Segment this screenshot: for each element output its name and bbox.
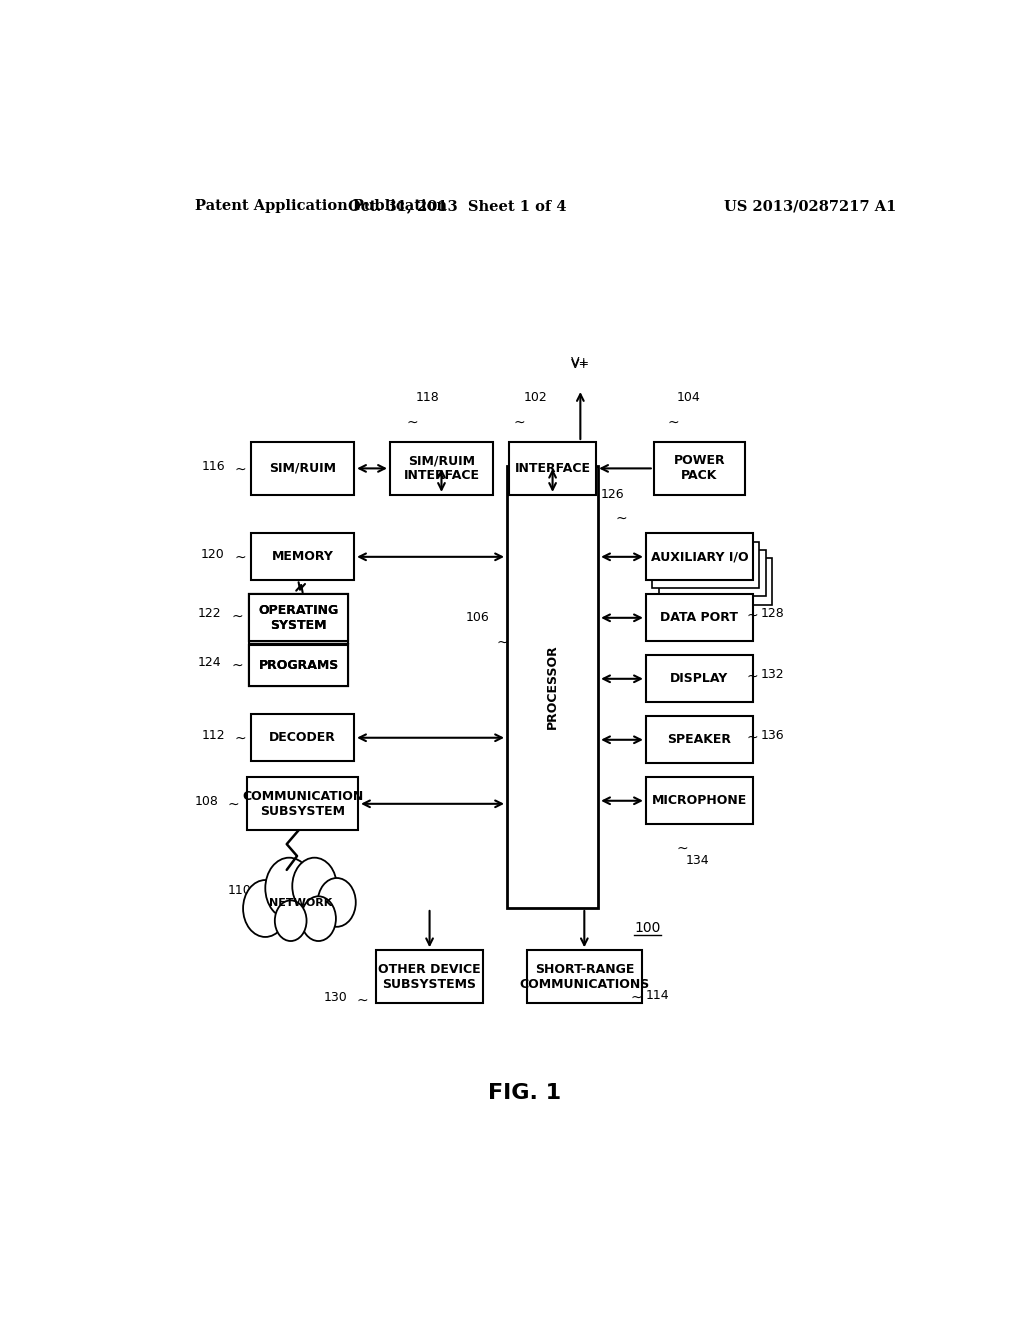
Circle shape <box>301 896 336 941</box>
Text: US 2013/0287217 A1: US 2013/0287217 A1 <box>724 199 897 213</box>
Text: ~: ~ <box>615 512 627 527</box>
Circle shape <box>274 900 306 941</box>
Text: ~: ~ <box>497 636 508 651</box>
FancyBboxPatch shape <box>646 594 753 642</box>
FancyBboxPatch shape <box>251 714 354 762</box>
FancyBboxPatch shape <box>247 777 358 830</box>
Text: SIM/RUIM
INTERFACE: SIM/RUIM INTERFACE <box>403 454 479 482</box>
Text: 100: 100 <box>634 921 660 935</box>
Text: 128: 128 <box>761 607 784 620</box>
Text: Patent Application Publication: Patent Application Publication <box>196 199 447 213</box>
FancyBboxPatch shape <box>509 442 596 495</box>
Text: SIM/RUIM: SIM/RUIM <box>269 462 336 475</box>
Text: POWER
PACK: POWER PACK <box>674 454 725 482</box>
FancyBboxPatch shape <box>251 533 354 581</box>
Text: ~: ~ <box>668 416 679 429</box>
Circle shape <box>301 896 336 941</box>
Text: ~: ~ <box>228 797 240 812</box>
FancyBboxPatch shape <box>526 950 642 1003</box>
Circle shape <box>292 858 337 915</box>
FancyBboxPatch shape <box>249 594 348 686</box>
Circle shape <box>243 880 288 937</box>
Text: 116: 116 <box>201 459 225 473</box>
FancyBboxPatch shape <box>665 558 772 605</box>
Circle shape <box>265 858 313 919</box>
FancyBboxPatch shape <box>249 645 348 686</box>
FancyBboxPatch shape <box>646 717 753 763</box>
Text: FIG. 1: FIG. 1 <box>488 1084 561 1104</box>
FancyBboxPatch shape <box>390 442 494 495</box>
Text: COMMUNICATION
SUBSYSTEM: COMMUNICATION SUBSYSTEM <box>242 789 364 818</box>
Circle shape <box>274 900 306 941</box>
Text: ~: ~ <box>746 731 758 744</box>
Text: 106: 106 <box>466 611 489 624</box>
Text: ~: ~ <box>234 550 246 565</box>
Text: SPEAKER: SPEAKER <box>668 734 731 746</box>
FancyBboxPatch shape <box>646 656 753 702</box>
FancyBboxPatch shape <box>249 594 348 642</box>
Text: MEMORY: MEMORY <box>271 550 334 564</box>
Text: OPERATING
SYSTEM: OPERATING SYSTEM <box>258 603 339 632</box>
Text: 102: 102 <box>523 391 547 404</box>
Text: ~: ~ <box>746 609 758 623</box>
Text: V+: V+ <box>570 356 590 368</box>
Text: DATA PORT: DATA PORT <box>660 611 738 624</box>
Text: 120: 120 <box>201 548 225 561</box>
Text: ~: ~ <box>234 731 246 746</box>
Text: ~: ~ <box>234 462 246 477</box>
Text: ~: ~ <box>676 841 688 855</box>
Text: 118: 118 <box>416 391 440 404</box>
Circle shape <box>292 858 337 915</box>
Text: MICROPHONE: MICROPHONE <box>651 795 748 808</box>
Text: SHORT-RANGE
COMMUNICATIONS: SHORT-RANGE COMMUNICATIONS <box>519 962 649 990</box>
Text: ~: ~ <box>631 991 642 1005</box>
Text: 130: 130 <box>324 991 347 1005</box>
Text: 114: 114 <box>645 990 669 1002</box>
Circle shape <box>317 878 355 927</box>
FancyBboxPatch shape <box>652 541 760 589</box>
Text: 104: 104 <box>677 391 700 404</box>
Circle shape <box>265 858 313 919</box>
Text: 108: 108 <box>195 795 218 808</box>
Text: ~: ~ <box>356 994 369 1008</box>
Text: ~: ~ <box>231 659 243 673</box>
Text: 124: 124 <box>198 656 221 669</box>
FancyBboxPatch shape <box>646 777 753 824</box>
Text: DECODER: DECODER <box>269 731 336 744</box>
Text: ~: ~ <box>407 416 418 429</box>
Text: NETWORK: NETWORK <box>269 899 333 908</box>
Text: V+: V+ <box>570 358 590 371</box>
Text: OTHER DEVICE
SUBSYSTEMS: OTHER DEVICE SUBSYSTEMS <box>378 962 481 990</box>
FancyBboxPatch shape <box>249 645 348 686</box>
Text: PROGRAMS: PROGRAMS <box>258 659 339 672</box>
Text: Oct. 31, 2013  Sheet 1 of 4: Oct. 31, 2013 Sheet 1 of 4 <box>348 199 566 213</box>
Text: ~: ~ <box>746 669 758 684</box>
FancyBboxPatch shape <box>376 950 483 1003</box>
Text: INTERFACE: INTERFACE <box>515 462 591 475</box>
Text: AUXILIARY I/O: AUXILIARY I/O <box>650 550 749 564</box>
Text: 126: 126 <box>601 488 625 500</box>
Text: ~: ~ <box>513 416 525 429</box>
Text: DISPLAY: DISPLAY <box>671 672 728 685</box>
Circle shape <box>317 878 355 927</box>
Text: ~: ~ <box>231 610 243 624</box>
FancyBboxPatch shape <box>653 442 745 495</box>
FancyBboxPatch shape <box>646 533 753 581</box>
Circle shape <box>243 880 288 937</box>
FancyBboxPatch shape <box>658 549 766 597</box>
Text: 112: 112 <box>201 729 225 742</box>
Text: PROGRAMS: PROGRAMS <box>258 659 339 672</box>
Text: 122: 122 <box>198 607 221 620</box>
Text: PROCESSOR: PROCESSOR <box>546 644 559 730</box>
FancyBboxPatch shape <box>507 466 598 908</box>
Text: OPERATING
SYSTEM: OPERATING SYSTEM <box>258 603 339 632</box>
Text: ~: ~ <box>260 886 272 900</box>
FancyBboxPatch shape <box>251 442 354 495</box>
Text: 134: 134 <box>686 854 710 867</box>
Text: 136: 136 <box>761 729 784 742</box>
Text: 110: 110 <box>227 883 251 896</box>
FancyBboxPatch shape <box>249 594 348 642</box>
Text: 132: 132 <box>761 668 784 681</box>
